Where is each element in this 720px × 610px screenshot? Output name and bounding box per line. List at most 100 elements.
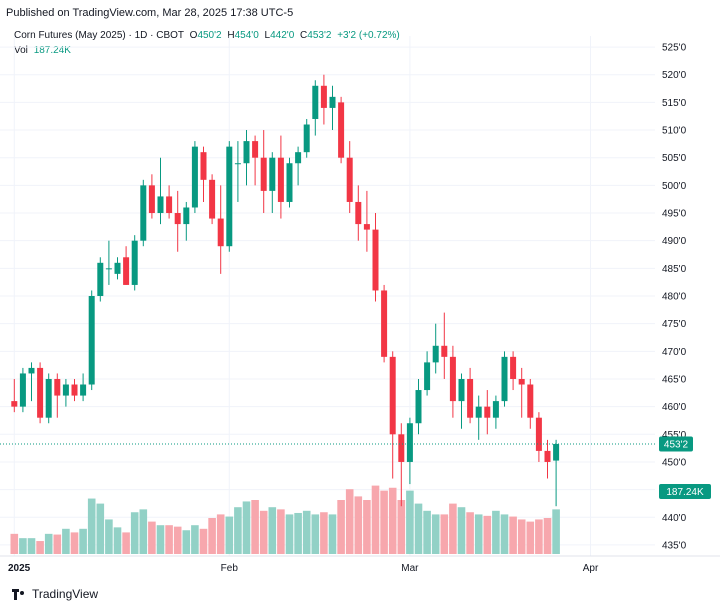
y-tick-label: 455'0 xyxy=(662,430,687,441)
volume-bar xyxy=(19,538,27,554)
candlesticks xyxy=(11,74,560,507)
volume-bar xyxy=(328,514,337,554)
y-tick-label: 485'0 xyxy=(662,264,687,275)
volume-bar xyxy=(36,541,44,554)
y-tick-label: 490'0 xyxy=(662,236,687,247)
candle-body xyxy=(157,196,164,214)
volume-bar xyxy=(242,501,251,554)
y-tick-label: 510'0 xyxy=(662,126,687,137)
axis-badges: 453'2 187.24K xyxy=(659,436,711,499)
candle-body xyxy=(131,240,138,285)
time-axis[interactable]: 2025 Feb Mar Apr xyxy=(8,563,599,574)
candle-body xyxy=(148,185,155,214)
candle-body xyxy=(123,257,130,285)
candle-body xyxy=(389,356,396,435)
volume-bars xyxy=(10,485,560,554)
candle-body xyxy=(28,367,35,374)
y-tick-label: 480'0 xyxy=(662,292,687,303)
volume-bar xyxy=(173,526,182,554)
volume-badge: 187.24K xyxy=(666,487,704,498)
volume-bar xyxy=(354,496,363,554)
candle-body xyxy=(97,262,104,296)
candle-body xyxy=(501,356,508,402)
tradingview-brand: TradingView xyxy=(32,587,99,601)
candle-body xyxy=(312,85,319,119)
volume-bar xyxy=(406,490,414,554)
candle-body xyxy=(45,378,52,418)
volume-bar xyxy=(414,503,423,554)
candle-body xyxy=(217,218,224,247)
volume-bar xyxy=(380,490,388,554)
candle-body xyxy=(432,345,439,363)
close-value: 453'2 xyxy=(307,30,332,41)
volume-bar xyxy=(320,512,328,554)
candle-body xyxy=(527,384,534,418)
candle-body xyxy=(441,345,448,357)
volume-label: Vol xyxy=(14,45,28,56)
volume-bar xyxy=(388,487,397,554)
volume-bar xyxy=(182,530,191,554)
candle-body xyxy=(166,196,173,214)
volume-bar xyxy=(105,519,113,554)
candle-body xyxy=(62,384,69,396)
y-tick-label: 465'0 xyxy=(662,374,687,385)
candle-body xyxy=(209,179,216,219)
y-tick-label: 525'0 xyxy=(662,43,687,54)
candle-body xyxy=(415,390,422,424)
close-label: C xyxy=(300,30,308,41)
volume-bar xyxy=(251,500,259,554)
y-tick-label: 460'0 xyxy=(662,402,687,413)
candle-body xyxy=(544,450,551,462)
volume-bar xyxy=(526,521,535,554)
volume-bar xyxy=(431,514,440,554)
candle-body xyxy=(320,85,327,108)
candle-body xyxy=(71,384,78,396)
volume-bar xyxy=(268,507,277,554)
candle-body xyxy=(406,423,413,462)
volume-bar xyxy=(277,509,285,554)
volume-bar xyxy=(87,498,96,554)
volume-bar xyxy=(294,512,302,554)
candle-body xyxy=(226,146,233,247)
volume-bar xyxy=(156,525,165,554)
candle-body xyxy=(484,406,491,418)
tradingview-branding[interactable]: TradingView xyxy=(12,587,98,601)
high-label: H xyxy=(227,30,235,41)
volume-bar xyxy=(474,514,483,554)
volume-bar xyxy=(234,507,242,554)
tradingview-logo-icon xyxy=(12,588,28,600)
volume-bar xyxy=(70,532,79,554)
volume-bar xyxy=(552,509,560,554)
high-value: 454'0 xyxy=(234,30,259,41)
candle-body xyxy=(372,229,379,291)
volume-bar xyxy=(113,527,122,554)
candle-body xyxy=(191,146,198,208)
candle-body xyxy=(449,356,456,402)
volume-bar xyxy=(449,503,457,554)
candle-body xyxy=(183,207,190,225)
volume-bar xyxy=(535,519,543,554)
volume-bar xyxy=(285,514,294,554)
candle-body xyxy=(535,417,542,451)
candle-body xyxy=(346,157,353,202)
volume-bar xyxy=(139,509,148,554)
candle-body xyxy=(424,362,431,391)
volume-bar xyxy=(397,500,406,554)
volume-bar xyxy=(44,533,53,554)
price-axis[interactable]: 525'0 520'0 515'0 510'0 505'0 500'0 495'0 490'0… xyxy=(662,43,687,552)
volume-bar xyxy=(483,515,492,554)
y-tick-label: 520'0 xyxy=(662,70,687,81)
y-tick-label: 435'0 xyxy=(662,540,687,551)
volume-bar xyxy=(148,521,156,554)
volume-legend: Vol 187.24K xyxy=(14,45,71,56)
volume-bar xyxy=(500,514,509,554)
symbol-legend: Corn Futures (May 2025) · 1D · CBOT O450… xyxy=(14,30,400,41)
open-value: 450'2 xyxy=(197,30,222,41)
volume-bar xyxy=(191,525,199,554)
candle-body xyxy=(286,163,293,202)
volume-bar xyxy=(122,532,130,554)
candle-body xyxy=(88,296,95,385)
volume-bar xyxy=(27,538,36,554)
x-tick-label: Feb xyxy=(221,563,239,574)
